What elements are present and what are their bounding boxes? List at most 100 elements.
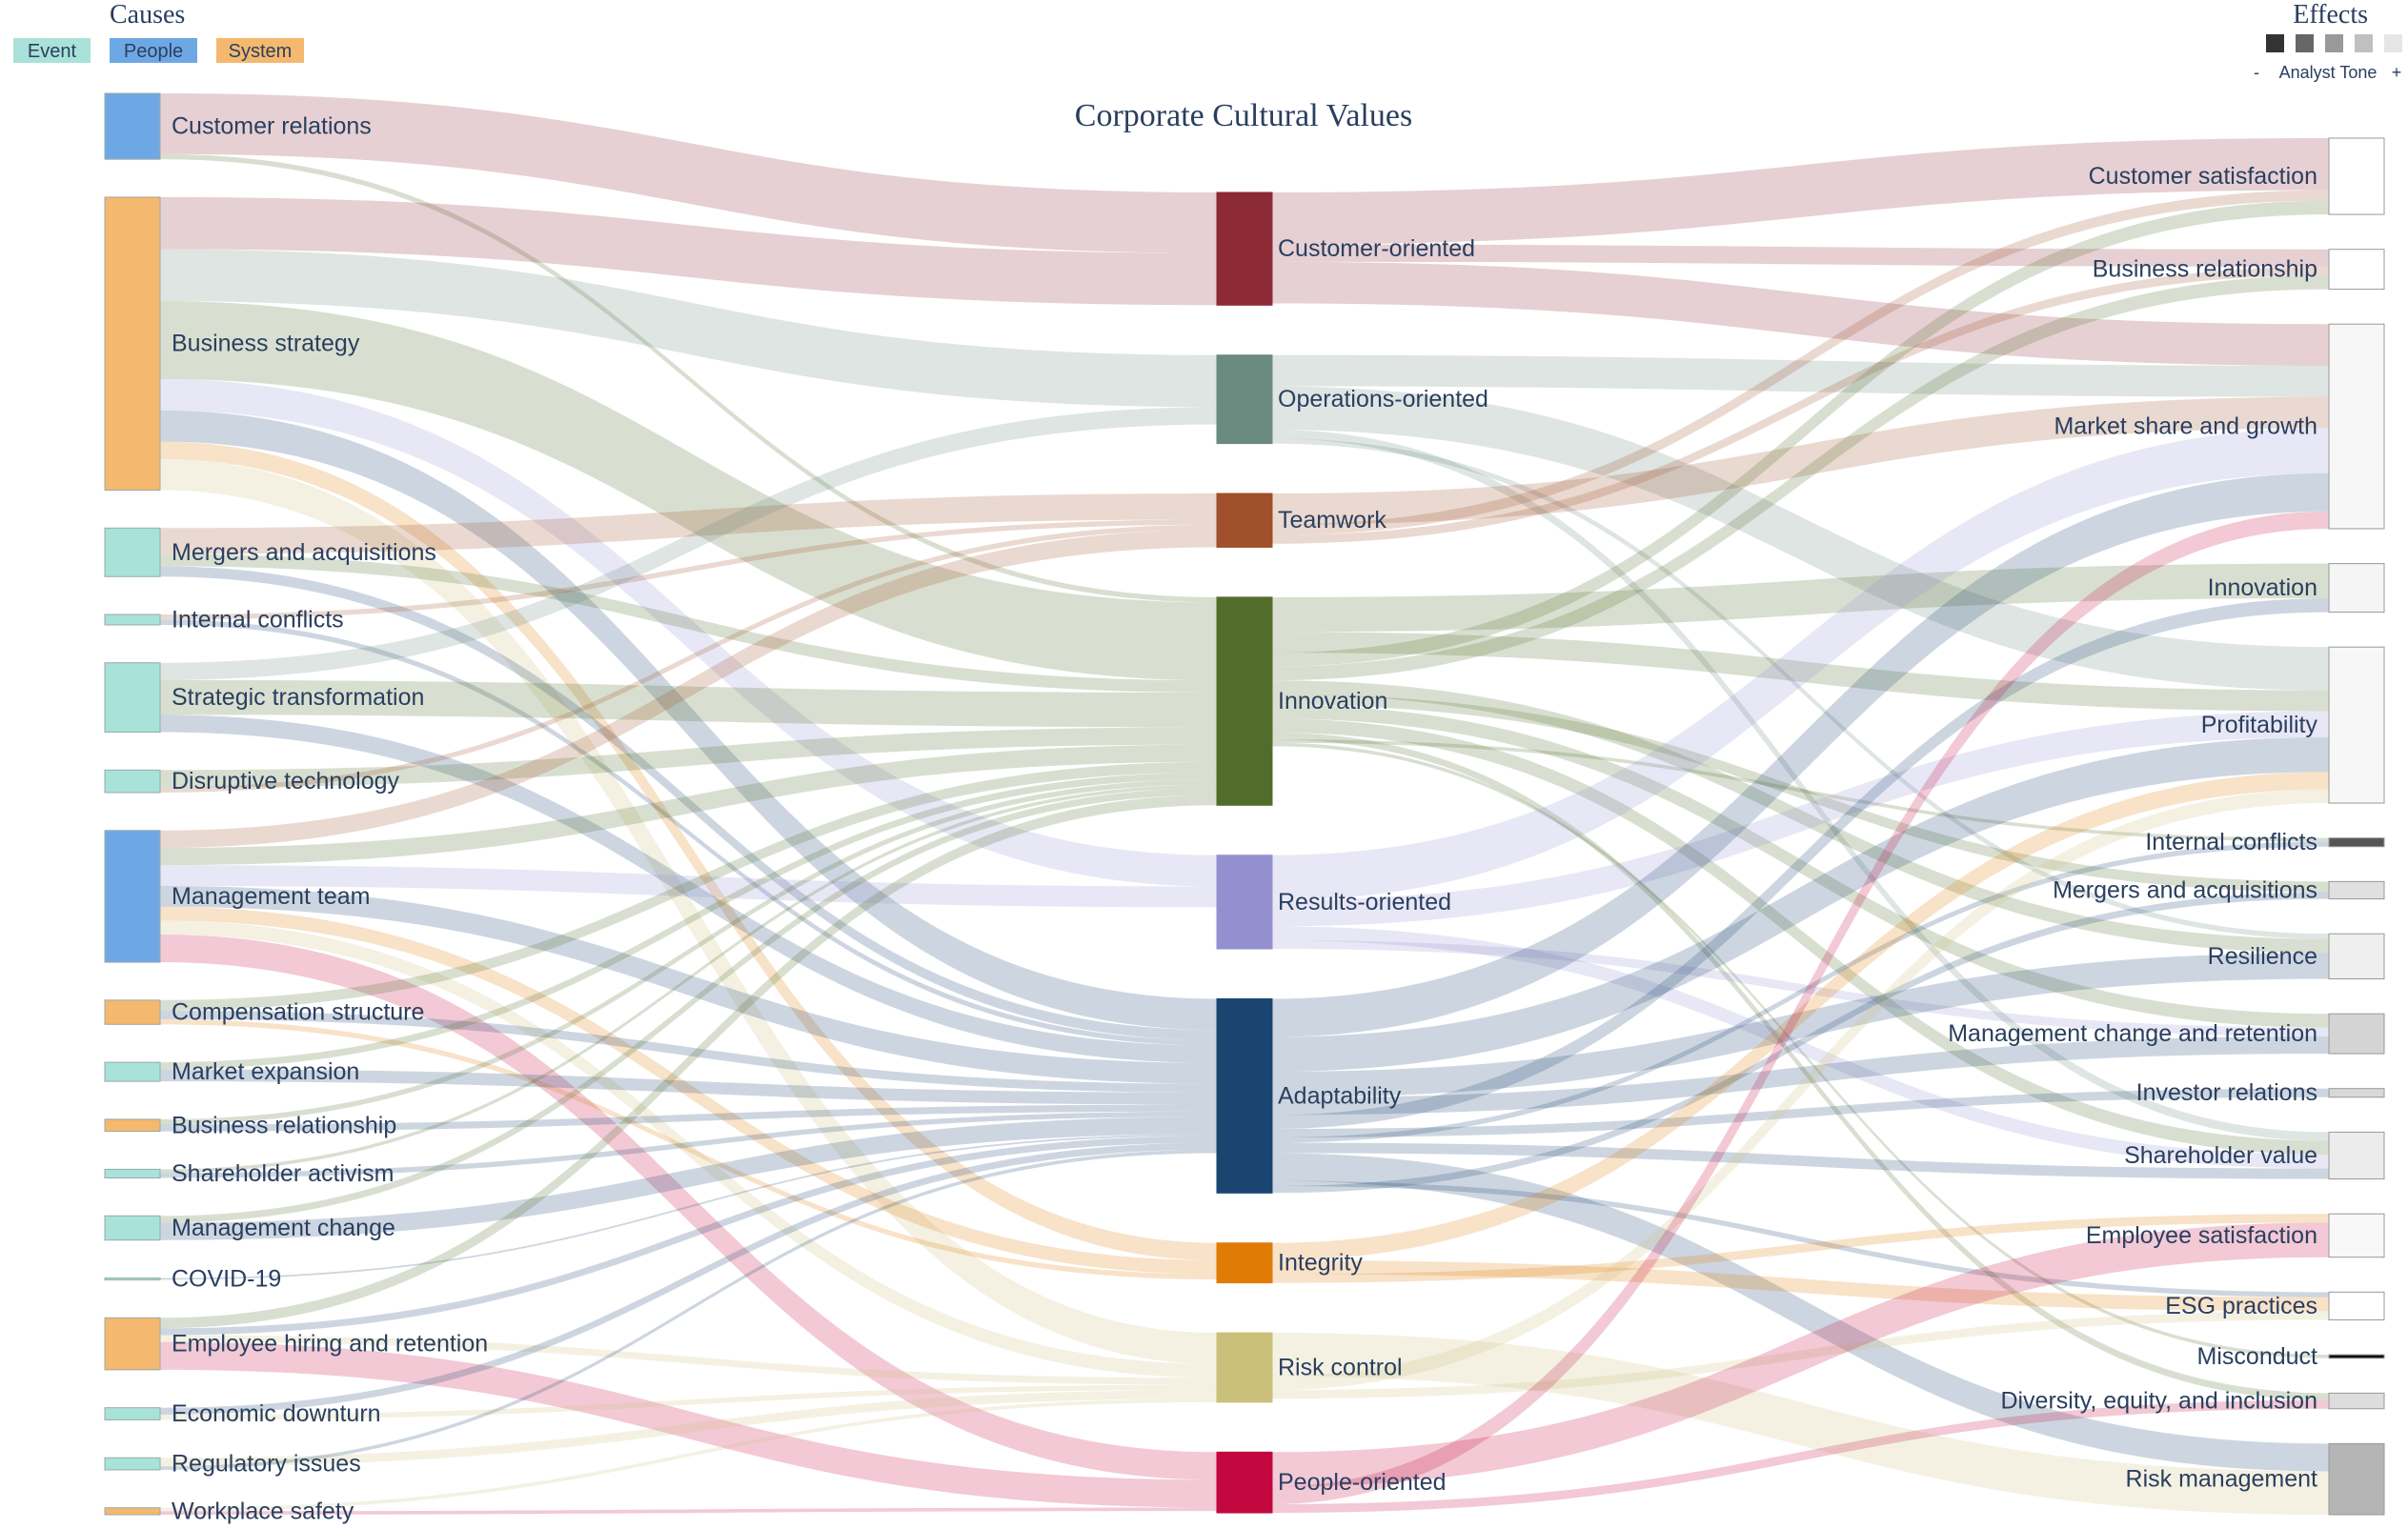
link-business-strategy-to-innovation[interactable] (160, 301, 1217, 681)
link-operations-oriented-to-market-share-and-growth[interactable] (1272, 354, 2329, 397)
link-adaptability-to-market-share-and-growth[interactable] (1272, 473, 2329, 1037)
link-customer-relations-to-innovation[interactable] (160, 153, 1217, 603)
link-business-relationship-to-adaptability[interactable] (160, 1104, 1217, 1132)
link-business-strategy-to-operations-oriented[interactable] (160, 249, 1217, 408)
link-management-team-to-risk-control[interactable] (160, 920, 1217, 1378)
cause-node-shareholder-activism[interactable] (104, 1168, 161, 1179)
link-integrity-to-profitability[interactable] (1272, 772, 2329, 1260)
effect-node-shareholder-value[interactable] (2328, 1131, 2385, 1180)
link-adaptability-to-mergers-and-acquisitions[interactable] (1272, 892, 2329, 1194)
link-business-strategy-to-results-oriented[interactable] (160, 379, 1217, 887)
link-customer-oriented-to-market-share-and-growth[interactable] (1272, 261, 2329, 366)
link-management-team-to-innovation[interactable] (160, 744, 1217, 866)
link-shareholder-activism-to-innovation[interactable] (160, 784, 1217, 1174)
link-results-oriented-to-market-share-and-growth[interactable] (1272, 428, 2329, 901)
link-business-strategy-to-integrity[interactable] (160, 441, 1217, 1260)
link-innovation-to-diversity-equity-and-inclusion[interactable] (1272, 732, 2329, 1400)
link-integrity-to-employee-satisfaction[interactable] (1272, 1214, 2329, 1283)
effect-node-market-share-and-growth[interactable] (2328, 323, 2385, 530)
effect-node-profitability[interactable] (2328, 646, 2385, 804)
link-strategic-transformation-to-adaptability[interactable] (160, 714, 1217, 1063)
link-innovation-to-shareholder-value[interactable] (1272, 718, 2329, 1156)
link-employee-hiring-and-retention-to-innovation[interactable] (160, 795, 1217, 1329)
cause-node-regulatory-issues[interactable] (104, 1457, 161, 1471)
link-adaptability-to-internal-conflicts[interactable] (1272, 841, 2329, 1143)
cause-node-covid-19[interactable] (104, 1278, 161, 1281)
cause-node-management-change[interactable] (104, 1215, 161, 1241)
cause-node-mergers-and-acquisitions[interactable] (104, 527, 161, 577)
link-business-strategy-to-risk-control[interactable] (160, 458, 1217, 1364)
cause-node-strategic-transformation[interactable] (104, 662, 161, 734)
link-strategic-transformation-to-operations-oriented[interactable] (160, 407, 1217, 680)
value-node-results-oriented[interactable] (1216, 855, 1273, 950)
link-operations-oriented-to-shareholder-value[interactable] (1272, 430, 2329, 1141)
link-innovation-to-misconduct[interactable] (1272, 742, 2329, 1358)
value-node-risk-control[interactable] (1216, 1332, 1273, 1403)
link-adaptability-to-resilience[interactable] (1272, 953, 2329, 1098)
link-teamwork-to-customer-satisfaction[interactable] (1272, 190, 2329, 535)
link-management-change-to-innovation[interactable] (160, 788, 1217, 1223)
cause-node-business-relationship[interactable] (104, 1118, 161, 1133)
link-economic-downturn-to-risk-control[interactable] (160, 1384, 1217, 1420)
link-business-relationship-to-innovation[interactable] (160, 778, 1217, 1125)
value-node-adaptability[interactable] (1216, 997, 1273, 1194)
link-operations-oriented-to-profitability[interactable] (1272, 386, 2329, 691)
link-teamwork-to-business-relationship[interactable] (1272, 266, 2329, 544)
link-innovation-to-innovation[interactable] (1272, 563, 2329, 633)
effect-node-internal-conflicts[interactable] (2328, 837, 2385, 848)
effect-node-innovation[interactable] (2328, 563, 2385, 614)
link-risk-control-to-risk-management[interactable] (1272, 1333, 2329, 1515)
link-regulatory-issues-to-risk-control[interactable] (160, 1390, 1217, 1467)
link-management-team-to-integrity[interactable] (160, 906, 1217, 1275)
link-integrity-to-esg-practices[interactable] (1272, 1259, 2329, 1312)
link-people-oriented-to-market-share-and-growth[interactable] (1272, 511, 2329, 1504)
effect-node-risk-management[interactable] (2328, 1442, 2385, 1516)
cause-node-internal-conflicts[interactable] (104, 614, 161, 626)
effect-node-employee-satisfaction[interactable] (2328, 1213, 2385, 1258)
link-management-team-to-people-oriented[interactable] (160, 934, 1217, 1480)
link-employee-hiring-and-retention-to-adaptability[interactable] (160, 1136, 1217, 1336)
effect-node-misconduct[interactable] (2328, 1354, 2385, 1359)
value-node-innovation[interactable] (1216, 596, 1273, 806)
link-strategic-transformation-to-innovation[interactable] (160, 679, 1217, 728)
effect-node-mergers-and-acquisitions[interactable] (2328, 880, 2385, 900)
link-customer-oriented-to-customer-satisfaction[interactable] (1272, 138, 2329, 245)
link-management-team-to-adaptability[interactable] (160, 885, 1217, 1084)
link-market-expansion-to-innovation[interactable] (160, 772, 1217, 1070)
link-innovation-to-internal-conflicts[interactable] (1272, 739, 2329, 842)
link-economic-downturn-to-adaptability[interactable] (160, 1142, 1217, 1415)
link-risk-control-to-profitability[interactable] (1272, 789, 2329, 1391)
cause-node-compensation-structure[interactable] (104, 999, 161, 1025)
link-innovation-to-customer-satisfaction[interactable] (1272, 200, 2329, 667)
link-management-team-to-results-oriented[interactable] (160, 865, 1217, 908)
link-shareholder-activism-to-adaptability[interactable] (160, 1111, 1217, 1178)
link-innovation-to-management-change-and-retention[interactable] (1272, 704, 2329, 1028)
link-innovation-to-resilience[interactable] (1272, 680, 2329, 954)
effect-node-management-change-and-retention[interactable] (2328, 1013, 2385, 1055)
link-customer-relations-to-customer-oriented[interactable] (160, 93, 1217, 253)
link-adaptability-to-innovation[interactable] (1272, 598, 2329, 1129)
link-internal-conflicts-to-adaptability[interactable] (160, 619, 1217, 1046)
link-employee-hiring-and-retention-to-risk-control[interactable] (160, 1335, 1217, 1385)
link-employee-hiring-and-retention-to-people-oriented[interactable] (160, 1341, 1217, 1508)
link-internal-conflicts-to-teamwork[interactable] (160, 519, 1217, 620)
link-customer-oriented-to-business-relationship[interactable] (1272, 244, 2329, 267)
link-adaptability-to-management-change-and-retention[interactable] (1272, 1036, 2329, 1116)
link-workplace-safety-to-risk-control[interactable] (160, 1398, 1217, 1512)
link-mergers-and-acquisitions-to-adaptability[interactable] (160, 566, 1217, 1041)
link-disruptive-technology-to-innovation[interactable] (160, 727, 1217, 788)
link-regulatory-issues-to-adaptability[interactable] (160, 1149, 1217, 1470)
link-innovation-to-profitability[interactable] (1272, 632, 2329, 712)
cause-node-business-strategy[interactable] (104, 196, 161, 492)
cause-node-employee-hiring-and-retention[interactable] (104, 1317, 161, 1371)
link-business-strategy-to-adaptability[interactable] (160, 410, 1217, 1031)
link-results-oriented-to-shareholder-value[interactable] (1272, 926, 2329, 1169)
link-people-oriented-to-diversity-equity-and-inclusion[interactable] (1272, 1399, 2329, 1513)
link-management-team-to-teamwork[interactable] (160, 530, 1217, 848)
link-people-oriented-to-employee-satisfaction[interactable] (1272, 1222, 2329, 1487)
effect-node-customer-satisfaction[interactable] (2328, 137, 2385, 215)
link-workplace-safety-to-people-oriented[interactable] (160, 1507, 1217, 1515)
link-mergers-and-acquisitions-to-teamwork[interactable] (160, 493, 1217, 554)
link-covid-19-to-adaptability[interactable] (160, 1134, 1217, 1280)
effect-node-diversity-equity-and-inclusion[interactable] (2328, 1392, 2385, 1410)
